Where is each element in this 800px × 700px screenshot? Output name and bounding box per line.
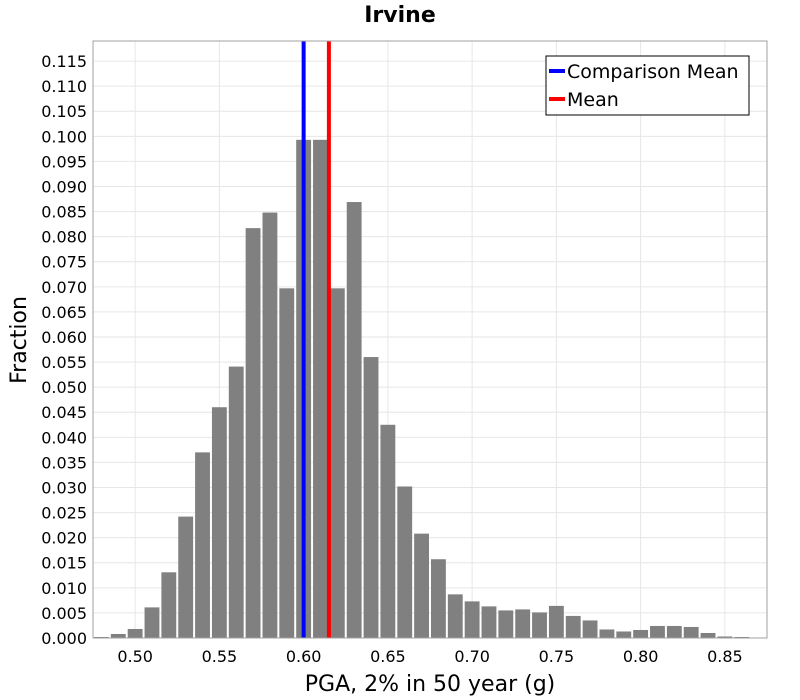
y-tick-label: 0.095 [41, 152, 87, 171]
histogram-bar [548, 605, 564, 638]
histogram-bar [127, 628, 143, 638]
y-tick-label: 0.065 [41, 303, 87, 322]
x-tick-label: 0.60 [286, 647, 322, 666]
x-tick-label: 0.70 [454, 647, 490, 666]
y-tick-label: 0.035 [41, 453, 87, 472]
legend: Comparison Mean Mean [545, 55, 750, 116]
histogram-bar [346, 202, 362, 638]
y-tick-label: 0.075 [41, 253, 87, 272]
histogram-bar [313, 139, 328, 638]
plot-area-frame [92, 40, 768, 639]
y-tick-label: 0.045 [41, 403, 87, 422]
histogram-bar [650, 625, 665, 638]
histogram-bar [245, 228, 261, 638]
histogram-bar [498, 610, 514, 638]
y-tick-label: 0.010 [41, 579, 87, 598]
histogram-bar [363, 357, 379, 638]
histogram-bars [94, 139, 750, 639]
histogram-bar [515, 609, 531, 638]
histogram-bar [228, 366, 244, 638]
histogram-bar [734, 636, 750, 638]
histogram-bar [195, 452, 210, 638]
histogram-bar [144, 607, 160, 638]
histogram-bar [329, 288, 345, 638]
histogram-bar [110, 633, 126, 638]
y-tick-label: 0.055 [41, 353, 87, 372]
histogram-bar [431, 559, 446, 638]
y-tick-label: 0.105 [41, 102, 87, 121]
y-tick-label: 0.100 [41, 127, 87, 146]
x-tick-label: 0.75 [539, 647, 575, 666]
mean-lines [301, 41, 331, 638]
histogram-bar [582, 620, 598, 638]
x-tick-label: 0.85 [707, 647, 743, 666]
x-axis-ticks: 0.50 0.55 0.60 0.65 0.70 0.75 0.80 0.85 [117, 647, 742, 666]
histogram-bar [683, 626, 699, 638]
legend-label-mean: Mean [567, 89, 619, 111]
y-axis-label: Fraction [7, 296, 32, 384]
y-tick-label: 0.060 [41, 328, 87, 347]
y-tick-label: 0.115 [41, 52, 87, 71]
y-tick-label: 0.085 [41, 203, 87, 222]
y-tick-label: 0.000 [41, 629, 87, 648]
x-tick-label: 0.80 [623, 647, 659, 666]
y-tick-label: 0.080 [41, 228, 87, 247]
x-axis-label: PGA, 2% in 50 year (g) [305, 672, 556, 697]
histogram-bar [414, 533, 429, 638]
y-tick-label: 0.005 [41, 604, 87, 623]
y-tick-label: 0.090 [41, 177, 87, 196]
y-tick-label: 0.110 [41, 77, 87, 96]
histogram-bar [481, 606, 497, 638]
histogram-bar [397, 486, 413, 638]
histogram-bar [161, 572, 177, 638]
y-tick-label: 0.070 [41, 278, 87, 297]
y-tick-label: 0.030 [41, 478, 87, 497]
grid-lines [93, 41, 767, 639]
histogram-bar [599, 629, 615, 638]
histogram-bar [666, 625, 682, 638]
chart-title: Irvine [364, 3, 436, 28]
histogram-bar [211, 407, 227, 638]
y-tick-label: 0.040 [41, 428, 87, 447]
histogram-bar [464, 601, 480, 638]
y-tick-label: 0.050 [41, 378, 87, 397]
x-tick-label: 0.65 [370, 647, 406, 666]
histogram-bar [532, 612, 547, 638]
histogram-bar [633, 629, 649, 638]
histogram-bar [279, 288, 295, 638]
histogram-bar [447, 594, 463, 638]
y-tick-label: 0.025 [41, 504, 87, 523]
histogram-bar [717, 636, 733, 638]
x-tick-label: 0.55 [202, 647, 238, 666]
histogram-bar [262, 212, 278, 639]
histogram-bar [94, 636, 109, 638]
histogram-bar [565, 615, 581, 638]
histogram-bar [700, 632, 716, 638]
histogram-bar [616, 631, 632, 638]
y-axis-ticks: 0.000 0.005 0.010 0.015 0.020 0.025 0.030 0.035… [41, 52, 87, 648]
histogram-bar [178, 516, 194, 638]
y-tick-label: 0.020 [41, 529, 87, 548]
legend-label-comparison-mean: Comparison Mean [567, 61, 739, 83]
x-tick-label: 0.50 [117, 647, 153, 666]
y-tick-label: 0.015 [41, 554, 87, 573]
histogram-bar [380, 424, 396, 638]
legend-box [545, 55, 750, 116]
